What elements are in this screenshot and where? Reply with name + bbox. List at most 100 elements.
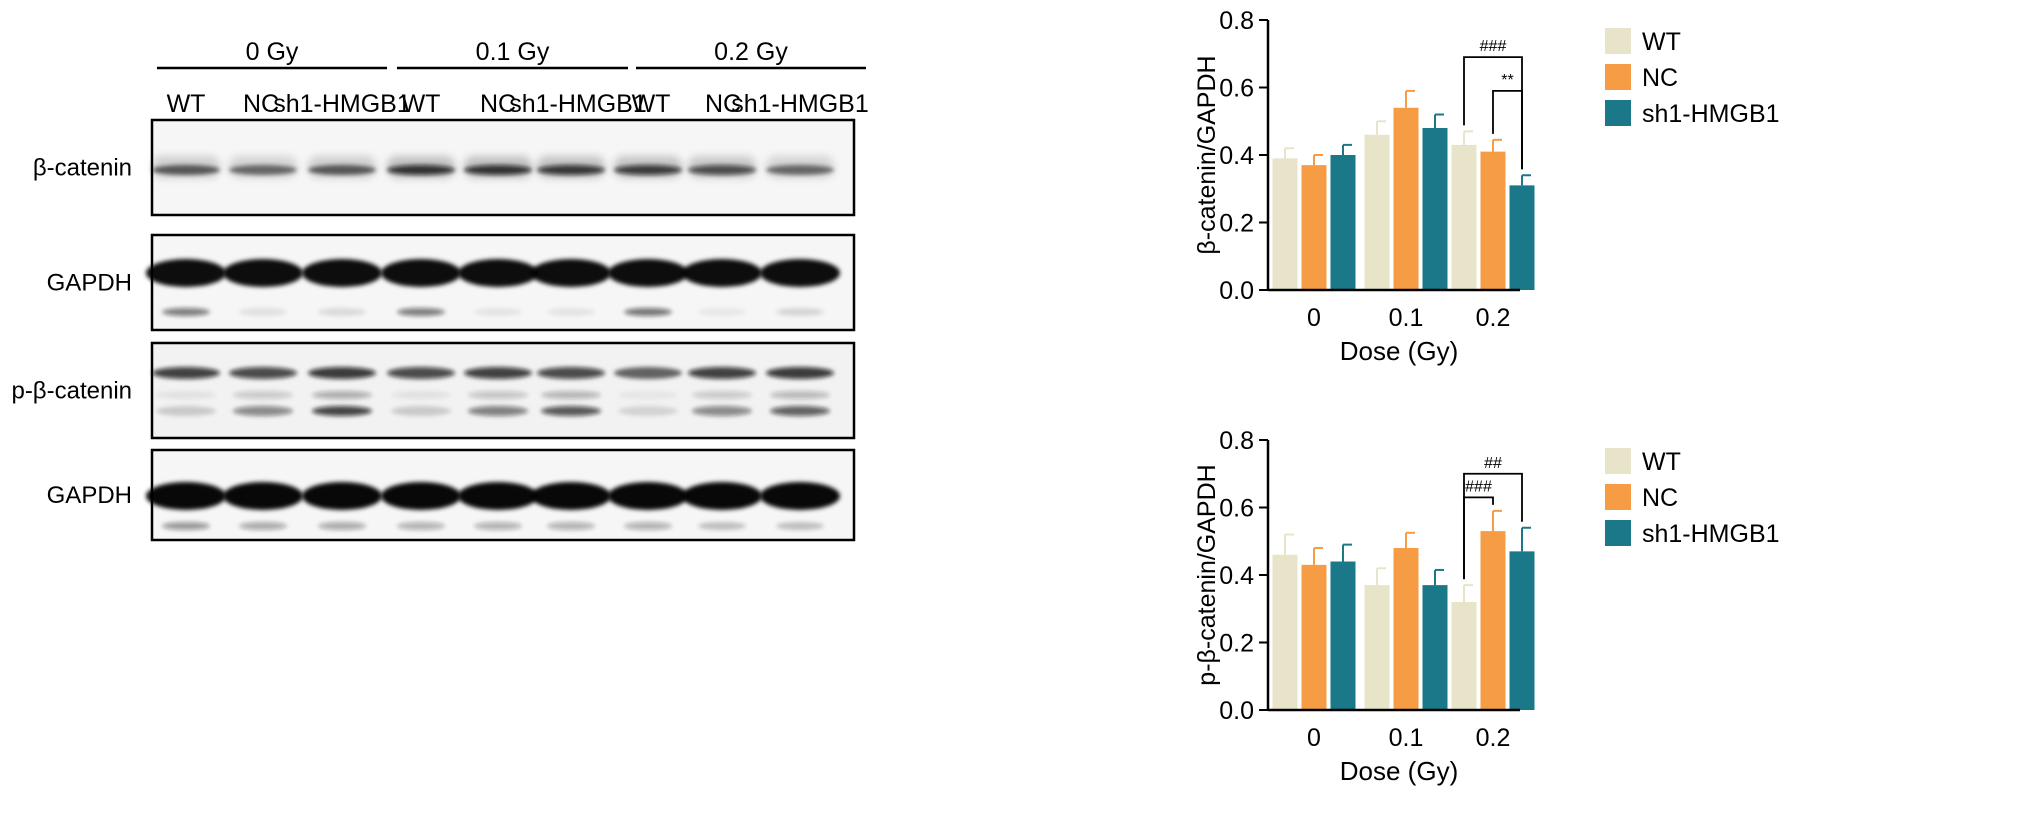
band-1-7	[682, 259, 762, 287]
band-lower-1-6	[624, 308, 672, 316]
bar-nc-2	[1480, 151, 1506, 290]
y-tick-label: 0.4	[1219, 562, 1254, 590]
band-lower-3-7	[698, 522, 746, 530]
band-lower-1-1	[239, 308, 287, 316]
band-lower-2-5	[541, 406, 601, 416]
p-beta-catenin-chart-svg: 0.0 0.2 0.4 0.6 0.8 0 0.1 0.2 Dose (Gy) p-β-caten…	[1193, 427, 1780, 786]
significance-bracket	[1492, 89, 1523, 170]
lane-label-7: NC	[705, 90, 741, 118]
dose-label-1: 0.1 Gy	[476, 38, 550, 66]
band-2-1	[229, 367, 297, 379]
band-lower-2-7	[692, 406, 752, 416]
legend-label-sh1-hmgb1: sh1-HMGB1	[1642, 520, 1780, 548]
x-tick-label: 0	[1307, 724, 1321, 752]
bar-sh1-hmgb1-2	[1509, 185, 1535, 290]
band-3-7	[682, 482, 762, 510]
legend-label-wt: WT	[1642, 28, 1681, 56]
band-lower-2-0	[156, 406, 216, 416]
band-lower-2-1	[233, 406, 293, 416]
bar-wt-2	[1451, 602, 1477, 710]
lane-label-4: NC	[480, 90, 516, 118]
bar-nc-1	[1393, 548, 1419, 710]
band-1-0	[146, 259, 226, 287]
bar-wt-1	[1364, 134, 1390, 290]
dose-header: 0 Gy 0.1 Gy 0.2 Gy	[157, 38, 866, 70]
lane-label-0: WT	[167, 90, 206, 118]
band-lower-3-3	[397, 522, 445, 530]
bar-nc-2	[1480, 531, 1506, 710]
y-tick-label: 0.0	[1219, 277, 1254, 305]
y-tick-label: 0.2	[1219, 210, 1254, 238]
blot-membrane-2	[150, 341, 856, 440]
bar-wt-2	[1451, 144, 1477, 290]
y-tick-label: 0.8	[1219, 7, 1254, 35]
band-lower-3-0	[162, 522, 210, 530]
band-lower-2-3	[391, 406, 451, 416]
bar-sh1-hmgb1-1	[1422, 128, 1448, 290]
band-lower-2-4	[468, 406, 528, 416]
blot-row-label-catenin: β-catenin	[33, 155, 132, 182]
band-2-2	[308, 367, 376, 379]
band-mid-2-5	[541, 391, 601, 399]
lane-label-1: NC	[243, 90, 279, 118]
legend-swatch-nc	[1605, 64, 1631, 90]
band-1-4	[458, 259, 538, 287]
band-0-8	[766, 165, 834, 175]
beta-catenin-chart-svg: 0.0 0.2 0.4 0.6 0.8 0 0.1 0.2 Dose (Gy) β-catenin…	[1193, 7, 1780, 366]
band-3-8	[760, 482, 840, 510]
band-mid-2-3	[391, 391, 451, 399]
significance-bracket	[1463, 496, 1494, 580]
x-tick-label: 0.2	[1476, 304, 1511, 332]
band-mid-2-6	[618, 391, 678, 399]
band-1-8	[760, 259, 840, 287]
band-3-5	[531, 482, 611, 510]
band-lower-1-2	[318, 308, 366, 316]
band-3-3	[381, 482, 461, 510]
bar-sh1-hmgb1-0	[1330, 155, 1356, 290]
bar-sh1-hmgb1-1	[1422, 585, 1448, 710]
band-lower-2-6	[618, 406, 678, 416]
band-lower-3-1	[239, 522, 287, 530]
band-mid-2-8	[770, 391, 830, 399]
significance-label: ###	[1480, 38, 1507, 55]
band-0-0	[152, 165, 220, 175]
bar-wt-0	[1272, 554, 1298, 710]
band-1-2	[302, 259, 382, 287]
y-tick-label: 0.2	[1219, 630, 1254, 658]
x-tick-label: 0.1	[1389, 724, 1424, 752]
dose-label-0: 0 Gy	[246, 38, 299, 66]
chart-1: 0.0 0.2 0.4 0.6 0.8 0 0.1 0.2 Dose (Gy) p-β-caten…	[1193, 427, 1780, 786]
band-2-5	[537, 367, 605, 379]
bar-wt-0	[1272, 158, 1298, 290]
y-tick-label: 0.6	[1219, 75, 1254, 103]
band-mid-2-1	[233, 391, 293, 399]
legend-label-sh1-hmgb1: sh1-HMGB1	[1642, 100, 1780, 128]
band-3-0	[146, 482, 226, 510]
lane-label-2: sh1-HMGB1	[273, 90, 411, 118]
legend-label-nc: NC	[1642, 484, 1678, 512]
y-axis-title: p-β-catenin/GAPDH	[1193, 464, 1221, 685]
band-0-3	[387, 165, 455, 175]
band-lower-3-5	[547, 522, 595, 530]
legend-swatch-wt	[1605, 448, 1631, 474]
lane-label-3: WT	[402, 90, 441, 118]
band-2-8	[766, 367, 834, 379]
band-3-2	[302, 482, 382, 510]
legend-swatch-sh1-hmgb1	[1605, 100, 1631, 126]
x-axis-title: Dose (Gy)	[1340, 336, 1458, 366]
western-blot-panel: 0 Gy 0.1 Gy 0.2 Gy WT NC sh1-HMGB1 WT NC sh1-HM…	[11, 38, 869, 542]
band-0-2	[308, 165, 376, 175]
band-2-6	[614, 367, 682, 379]
band-3-6	[608, 482, 688, 510]
beta-catenin-chart: 0.0 0.2 0.4 0.6 0.8 0 0.1 0.2 Dose (Gy) β-catenin…	[1180, 0, 2031, 410]
y-tick-label: 0.4	[1219, 142, 1254, 170]
bar-wt-1	[1364, 585, 1390, 710]
blot-row-2: p-β-catenin	[11, 341, 856, 440]
band-3-4	[458, 482, 538, 510]
band-lower-2-2	[312, 406, 372, 416]
band-3-1	[223, 482, 303, 510]
band-lower-1-5	[547, 308, 595, 316]
chart-0: 0.0 0.2 0.4 0.6 0.8 0 0.1 0.2 Dose (Gy) β-catenin…	[1193, 7, 1780, 366]
legend-label-wt: WT	[1642, 448, 1681, 476]
